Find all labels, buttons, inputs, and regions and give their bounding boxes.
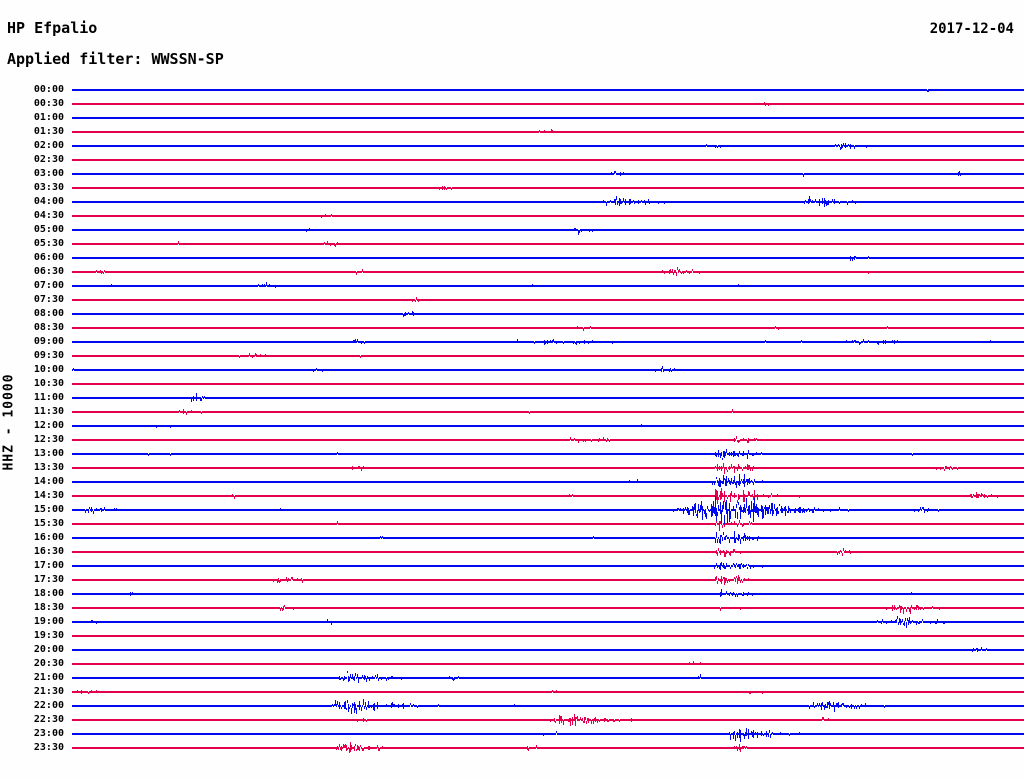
time-label: 21:30 (33, 686, 64, 697)
time-label: 04:30 (33, 210, 64, 221)
time-label: 20:30 (33, 658, 64, 669)
time-label: 02:30 (33, 154, 64, 165)
time-label: 09:00 (33, 336, 64, 347)
time-label: 04:00 (33, 196, 64, 207)
time-label: 10:00 (33, 364, 64, 375)
time-label: 18:30 (33, 602, 64, 613)
time-label: 21:00 (33, 672, 64, 683)
time-label: 16:00 (33, 532, 64, 543)
time-label: 06:00 (33, 252, 64, 263)
time-label: 13:30 (33, 462, 64, 473)
time-label: 03:30 (33, 182, 64, 193)
time-label: 15:00 (33, 504, 64, 515)
time-axis-labels: 00:00 00:30 01:00 01:30 02:00 02:30 03:00 03:30… (0, 0, 70, 780)
time-label: 08:00 (33, 308, 64, 319)
time-label: 19:30 (33, 630, 64, 641)
time-label: 10:30 (33, 378, 64, 389)
time-label: 12:30 (33, 434, 64, 445)
time-label: 00:30 (33, 98, 64, 109)
time-label: 02:00 (33, 140, 64, 151)
time-label: 11:00 (33, 392, 64, 403)
time-label: 22:00 (33, 700, 64, 711)
time-label: 16:30 (33, 546, 64, 557)
time-label: 19:00 (33, 616, 64, 627)
time-label: 14:00 (33, 476, 64, 487)
time-label: 11:30 (33, 406, 64, 417)
time-label: 01:30 (33, 126, 64, 137)
time-label: 01:00 (33, 112, 64, 123)
time-label: 12:00 (33, 420, 64, 431)
time-label: 15:30 (33, 518, 64, 529)
time-label: 17:00 (33, 560, 64, 571)
time-label: 20:00 (33, 644, 64, 655)
time-label: 05:00 (33, 224, 64, 235)
time-label: 17:30 (33, 574, 64, 585)
time-label: 06:30 (33, 266, 64, 277)
time-label: 13:00 (33, 448, 64, 459)
time-label: 05:30 (33, 238, 64, 249)
time-label: 22:30 (33, 714, 64, 725)
time-label: 14:30 (33, 490, 64, 501)
time-label: 07:30 (33, 294, 64, 305)
time-label: 00:00 (33, 84, 64, 95)
time-label: 23:30 (33, 742, 64, 753)
time-label: 03:00 (33, 168, 64, 179)
time-label: 09:30 (33, 350, 64, 361)
time-label: 23:00 (33, 728, 64, 739)
time-label: 18:00 (33, 588, 64, 599)
time-label: 07:00 (33, 280, 64, 291)
time-label: 08:30 (33, 322, 64, 333)
